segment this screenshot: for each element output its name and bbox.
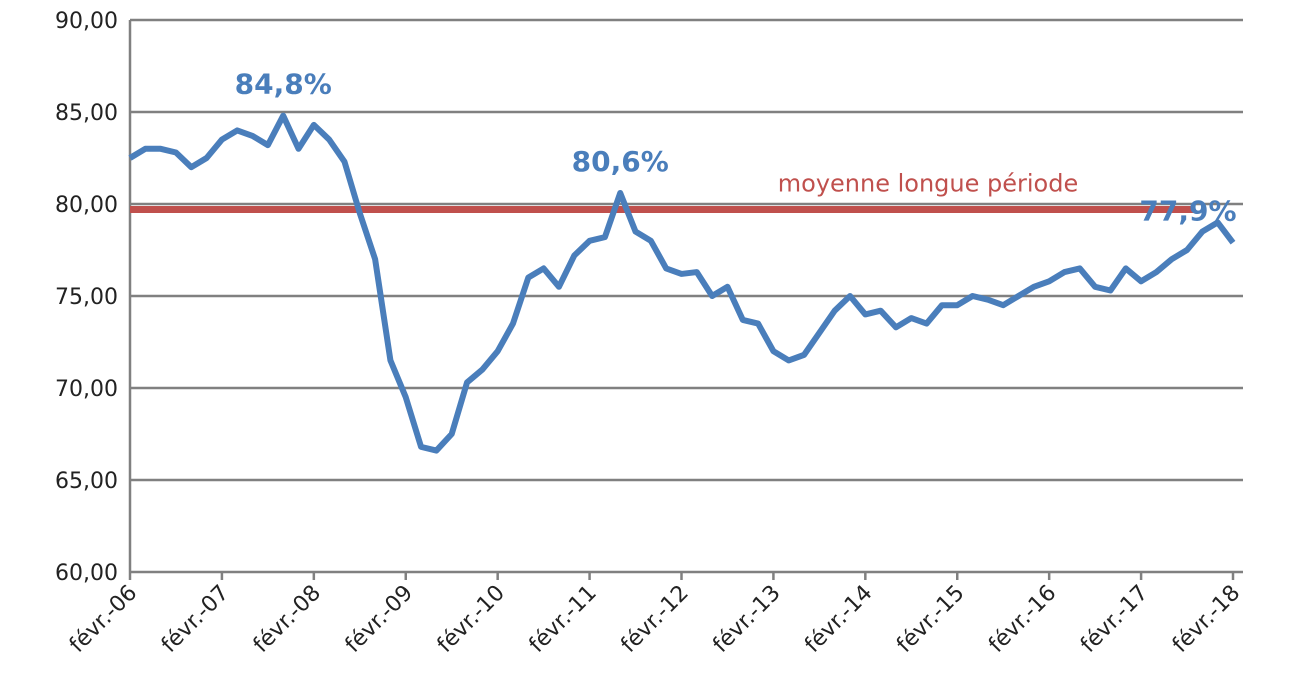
x-tick-label: févr.-14 [800, 581, 877, 658]
x-tick-label: févr.-09 [341, 581, 418, 658]
x-tick-label: févr.-15 [892, 581, 969, 658]
y-tick-label: 70,00 [55, 377, 118, 402]
value-label: 84,8% [235, 68, 332, 101]
x-tick-label: févr.-06 [65, 581, 142, 658]
x-tick-label: févr.-13 [708, 581, 785, 658]
x-tick-label: févr.-17 [1076, 581, 1153, 658]
x-tick-label: févr.-16 [984, 581, 1061, 658]
x-tick-label: févr.-18 [1168, 581, 1245, 658]
value-label: 77,9% [1139, 195, 1236, 228]
x-tick-label: févr.-07 [157, 581, 234, 658]
value-label: 80,6% [572, 145, 669, 178]
x-tick-label: févr.-12 [616, 581, 693, 658]
y-tick-label: 90,00 [55, 9, 118, 34]
y-tick-label: 60,00 [55, 561, 118, 586]
y-tick-label: 65,00 [55, 469, 118, 494]
y-tick-label: 80,00 [55, 193, 118, 218]
y-tick-label: 85,00 [55, 101, 118, 126]
reference-label: moyenne longue période [778, 170, 1078, 198]
y-tick-label: 75,00 [55, 285, 118, 310]
series-line [128, 112, 1236, 454]
x-tick-label: févr.-08 [249, 581, 326, 658]
x-tick-label: févr.-11 [525, 581, 602, 658]
x-tick-label: févr.-10 [433, 581, 510, 658]
